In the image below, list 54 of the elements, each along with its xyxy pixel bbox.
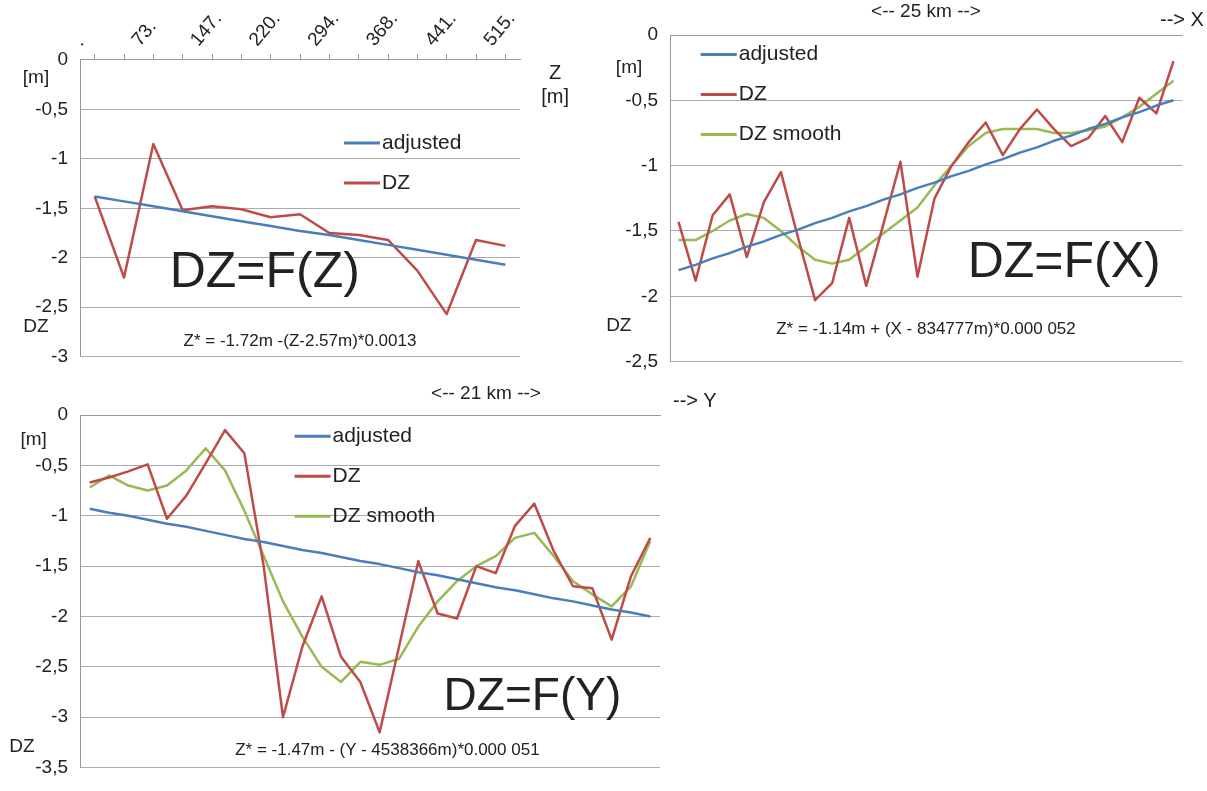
x-axis-title: --> X: [1160, 7, 1204, 30]
text: <-- 21 km -->: [431, 382, 541, 404]
annotation: Z* = -1.47m - (Y - 4538366m)*0.000 051: [235, 739, 540, 759]
x-tick-label: 294.: [302, 7, 343, 50]
text: [m]: [615, 55, 643, 77]
y-tick-label: -2: [51, 604, 68, 626]
y-tick-label: -1: [51, 503, 68, 525]
legend-label: DZ smooth: [332, 502, 436, 526]
annotation: DZ=F(X): [967, 232, 1161, 289]
text: <-- 25 km -->: [871, 0, 981, 22]
text: [m]: [22, 66, 50, 88]
y-tick-label: -1,5: [35, 554, 68, 576]
x-axis-title: --> Y: [673, 389, 717, 412]
y-tick-label: -2: [51, 245, 68, 267]
y-tick-label: -1,5: [35, 196, 68, 218]
y-tick-label: -2,5: [35, 295, 68, 317]
annotation: Z* = -1.72m -(Z-2.57m)*0.0013: [183, 331, 417, 351]
y-tick-label: -0,5: [625, 88, 658, 110]
y-tick-label: -2,5: [35, 655, 68, 677]
x-tick-label: 73.: [126, 15, 160, 50]
y-tick-label: -3: [51, 344, 68, 366]
x-tick-label: 220.: [244, 7, 285, 50]
y-axis-title: DZ: [606, 313, 632, 335]
y-tick-label: 0: [647, 23, 658, 45]
annotation: Z* = -1.14m + (X - 834777m)*0.000 052: [776, 318, 1076, 338]
y-tick-label: -1: [641, 153, 658, 175]
y-tick-label: -1,5: [625, 219, 658, 241]
x-tick-label: 515.: [478, 7, 519, 50]
y-axis-title: DZ: [9, 734, 36, 756]
legend-label: adjusted: [332, 422, 413, 446]
y-tick-label: -1: [51, 147, 68, 169]
y-tick-label: -3,5: [35, 755, 68, 777]
y-tick-label: -0,5: [35, 97, 68, 119]
x-tick-label: 147.: [185, 7, 226, 50]
annotation: DZ=F(Y): [443, 667, 622, 720]
legend-label: DZ: [332, 462, 361, 486]
y-tick-label: -2,5: [625, 349, 658, 371]
y-axis-title: DZ: [23, 315, 50, 337]
x-tick-label: 441.: [420, 7, 461, 50]
x-tick-label: .: [68, 32, 88, 50]
x-axis-title: Z [m]: [541, 61, 570, 108]
y-tick-label: -2: [641, 284, 658, 306]
annotation: DZ=F(Z): [169, 242, 360, 299]
legend-label: adjusted: [738, 41, 819, 65]
legend-label: DZ smooth: [738, 121, 842, 145]
y-tick-label: -3: [51, 705, 68, 727]
legend-label: DZ: [382, 169, 411, 193]
text: [m]: [20, 427, 47, 449]
y-tick-label: 0: [57, 403, 68, 425]
y-tick-label: 0: [57, 48, 68, 70]
legend-label: DZ: [738, 81, 767, 105]
legend-label: adjusted: [382, 129, 462, 153]
x-tick-label: 368.: [361, 7, 402, 50]
y-tick-label: -0,5: [35, 453, 68, 475]
